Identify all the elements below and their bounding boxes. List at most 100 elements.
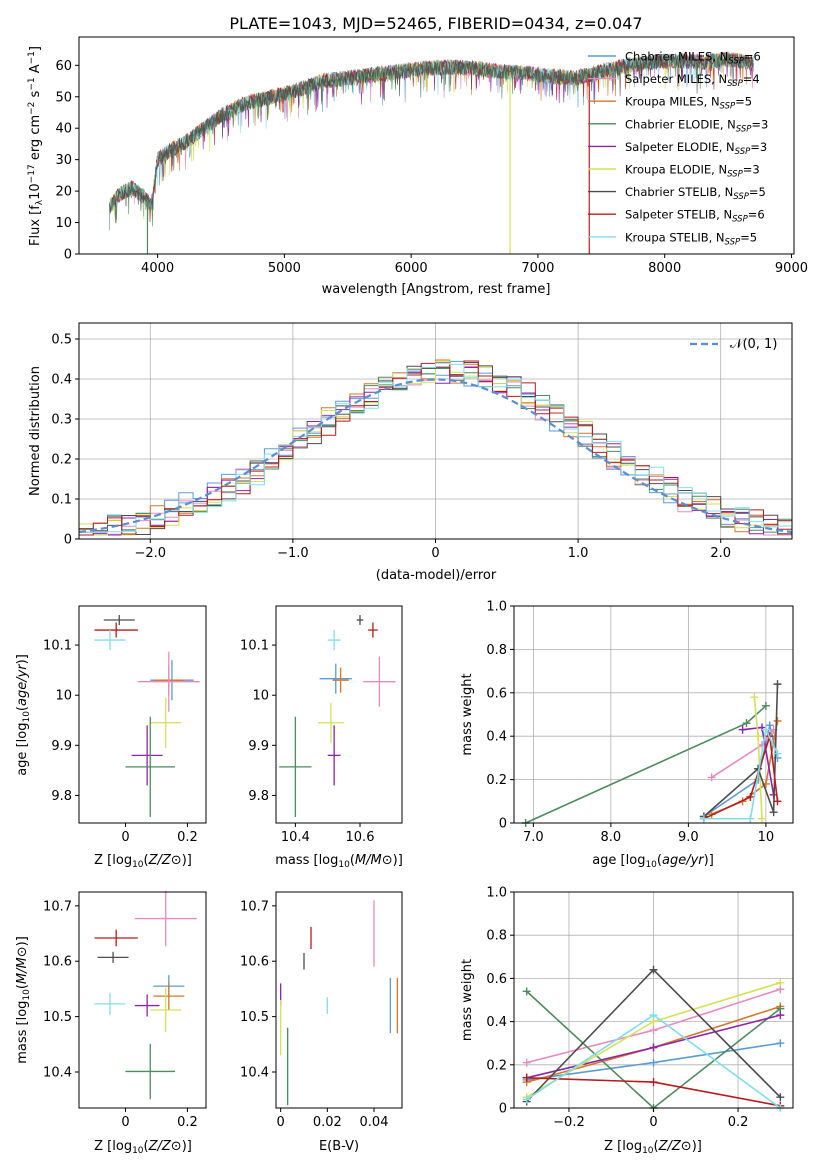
legend-subscript: SSP [727, 170, 743, 180]
residuals-panel: −2.0 −1.0 0 1.0 2.0 0 0.1 0.2 0.3 0.4 0.5 𝒩(0, 1) (d… [28, 322, 793, 583]
legend-text: Kroupa STELIB, N [625, 230, 725, 244]
mass-weight-y-label: mass weight [460, 959, 475, 1041]
x-tick-label: −0.2 [553, 1115, 585, 1130]
plot-area [94, 890, 197, 1100]
error-bar-point [327, 725, 341, 786]
mwAge-x-label: age [log10(age/yr)] [592, 853, 714, 870]
axes-frame [78, 891, 207, 1109]
label-part: erg cm [28, 115, 43, 164]
legend-subscript: SSP [732, 215, 748, 225]
plot-area [521, 680, 782, 827]
mass-weight-marker [649, 1058, 658, 1067]
label-part: ( [144, 1139, 149, 1154]
x-tick-label: 5000 [268, 261, 301, 276]
ageMass-x-label: mass [log10(M/M⊙)] [275, 853, 403, 870]
y-tick-label: 60 [55, 59, 72, 74]
x-tick-label: 0 [431, 546, 439, 561]
legend-text: Kroupa ELODIE, N [625, 163, 727, 177]
mass-weight-marker [522, 1058, 531, 1067]
x-tick-label: 0 [121, 830, 129, 845]
x-tick-label: 8000 [648, 261, 681, 276]
mass-vs-ebv-panel: 0 0.02 0.04 10.4 10.5 10.6 10.7 E(B-V) [240, 891, 403, 1154]
mass-weight-marker [761, 725, 770, 734]
label-part: ( [15, 706, 30, 711]
y-tick-label: 10.1 [240, 639, 269, 654]
y-tick-label: 0.8 [486, 643, 507, 658]
legend-count: =6 [748, 208, 765, 222]
mass-weight-marker [773, 797, 782, 806]
legend-subscript: SSP [736, 124, 752, 134]
y-tick-label: 9.9 [248, 739, 269, 754]
mass-weight-marker [699, 814, 708, 823]
label-part: age/yr [15, 663, 30, 706]
x-tick-label: 7000 [521, 261, 554, 276]
label-part: )] [393, 853, 403, 868]
legend-count: =5 [740, 230, 757, 244]
y-tick-label: 0.1 [51, 493, 72, 508]
error-bar-point [153, 982, 185, 1010]
y-tick-label: 0.2 [486, 1058, 507, 1073]
y-tick-label: 9.9 [51, 739, 72, 754]
legend-text: Salpeter STELIB, N [625, 208, 732, 222]
legend-entry-label: Chabrier ELODIE, NSSP=3 [625, 117, 768, 134]
label-part: mass [log [275, 853, 338, 868]
y-tick-label: 9.8 [248, 789, 269, 804]
x-tick-label: 0 [649, 1115, 657, 1130]
error-bar-point [134, 890, 197, 947]
error-bar-point [327, 630, 341, 651]
legend-count: =4 [743, 72, 760, 86]
axes-frame [78, 36, 795, 255]
label-part: 10 [645, 860, 657, 870]
label-part: ( [144, 853, 149, 868]
plot-area [279, 615, 396, 817]
mass-weight-marker [765, 721, 774, 730]
axes-frame [275, 891, 403, 1109]
y-tick-label: 0 [499, 817, 507, 832]
label-part: −1 [27, 77, 37, 90]
mass-weight-marker [649, 965, 658, 974]
legend-subscript: SSP [727, 79, 743, 89]
error-bar-point [97, 951, 129, 963]
label-part: ( [654, 1139, 659, 1154]
histogram-series [79, 362, 792, 533]
label-part: Z/Z⊙ [148, 1139, 182, 1154]
y-tick-label: 10.7 [240, 899, 269, 914]
mwZ-x-label: Z [log10(Z/Z⊙)] [604, 1139, 702, 1156]
mass-weight-marker [758, 814, 766, 823]
spectrum-x-label: wavelength [Angstrom, rest frame] [322, 282, 551, 297]
error-bar-point [356, 615, 364, 626]
label-part: Z [log [94, 1139, 132, 1154]
legend-subscript: SSP [733, 192, 749, 202]
label-part: A [28, 64, 43, 77]
y-tick-label: 40 [55, 122, 72, 137]
label-part: )] [692, 1139, 702, 1154]
mass-weight-marker [761, 701, 770, 710]
label-part: Z/Z⊙ [148, 853, 182, 868]
y-tick-label: 10.4 [240, 1066, 269, 1081]
mass-weight-marker [649, 1078, 658, 1087]
residuals-y-label: Normed distribution [28, 366, 43, 496]
label-part: −17 [27, 164, 37, 183]
error-bar-point [94, 992, 126, 1015]
y-tick-label: 20 [55, 185, 72, 200]
legend-entry-label: Kroupa ELODIE, NSSP=3 [625, 163, 760, 180]
y-tick-label: 0.6 [486, 972, 507, 987]
y-tick-label: 10 [252, 689, 269, 704]
legend-subscript: SSP [720, 102, 736, 112]
mass-weight-marker [776, 1093, 785, 1102]
legend-subscript: SSP [728, 57, 744, 67]
x-tick-label: 8.0 [601, 830, 622, 845]
legend-entry-label: Salpeter MILES, NSSP=4 [625, 72, 760, 89]
legend-entry-label: Kroupa MILES, NSSP=5 [625, 95, 752, 112]
label-part: ( [657, 853, 662, 868]
label-part: M/M⊙ [15, 946, 30, 984]
label-part: )] [15, 936, 30, 946]
error-bar-point [363, 656, 396, 707]
label-part: )] [704, 853, 714, 868]
label-part: s [28, 90, 43, 101]
plot-area [280, 900, 398, 1106]
x-tick-label: 0.2 [177, 1115, 198, 1130]
